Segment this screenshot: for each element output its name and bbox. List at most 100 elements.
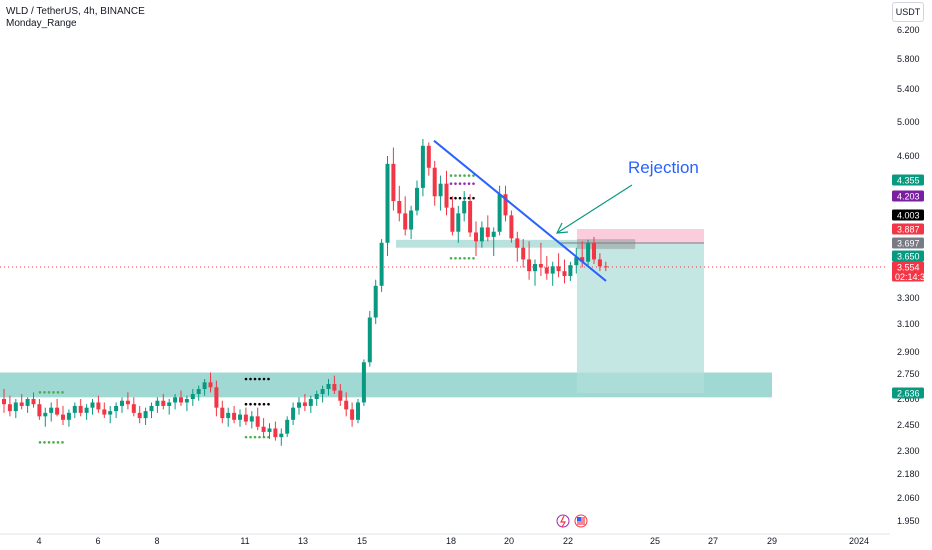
annotation-arrow-head [555, 222, 569, 234]
range-dot [267, 377, 270, 381]
candle [155, 400, 160, 406]
range-dot [449, 196, 453, 200]
candle [485, 227, 490, 237]
candle [190, 394, 195, 399]
x-tick-label: 25 [650, 536, 660, 546]
y-tick-label: 3.300 [897, 293, 920, 303]
y-tick-label: 5.400 [897, 84, 920, 94]
range-dot [258, 435, 261, 439]
range-dot [47, 391, 51, 394]
range-dot [472, 196, 475, 200]
range-dot [458, 256, 462, 260]
candle [31, 399, 36, 405]
y-tick-label: 2.600 [897, 394, 920, 404]
candle [603, 266, 608, 268]
price-tag [892, 174, 924, 186]
range-dot [258, 402, 261, 406]
candle [202, 382, 207, 389]
candle [161, 400, 166, 406]
range-dot [458, 196, 462, 200]
price-tag [892, 387, 924, 399]
annotation-rejection[interactable]: Rejection [628, 158, 699, 177]
candle [468, 201, 473, 233]
candle [66, 412, 71, 420]
y-tick-label: 2.750 [897, 369, 920, 379]
candle [108, 411, 113, 415]
x-tick-label: 11 [240, 536, 249, 546]
range-dot [249, 435, 252, 439]
candle [444, 183, 449, 208]
candle [261, 426, 266, 432]
candle [149, 405, 154, 412]
candle [597, 259, 602, 267]
price-tag-label: 4.003 [897, 211, 920, 221]
price-tag [892, 190, 924, 202]
range-dot [47, 441, 51, 444]
x-tick-label: 20 [504, 536, 514, 546]
y-tick-label: 1.950 [897, 516, 920, 526]
range-dot [267, 402, 270, 406]
range-dot [52, 391, 55, 394]
price-tag [892, 261, 924, 282]
price-tag-countdown: 02:14:31 [895, 272, 930, 282]
range-dot [43, 441, 46, 444]
candle [49, 407, 54, 413]
candle [550, 266, 555, 274]
candle [533, 264, 537, 272]
candle [72, 405, 77, 413]
range-dot [43, 391, 46, 394]
candle [25, 399, 30, 406]
range-dot [61, 391, 64, 394]
y-tick-label: 2.900 [897, 347, 920, 357]
candle [297, 402, 301, 408]
x-tick-label: 4 [36, 536, 41, 546]
price-tag-label: 4.203 [897, 192, 920, 202]
candle [102, 409, 107, 415]
candle [208, 382, 213, 388]
candle [503, 194, 508, 216]
x-tick-label: 13 [298, 536, 308, 546]
candle [84, 407, 89, 413]
range-dot [244, 402, 248, 406]
range-dot [463, 174, 466, 177]
price-tag [892, 209, 924, 221]
candle [379, 242, 384, 286]
candle [226, 412, 231, 419]
candle [249, 416, 254, 422]
candle [120, 400, 124, 406]
x-tick-label: 15 [357, 536, 367, 546]
candle [415, 187, 419, 211]
candle [184, 399, 189, 403]
flash-event-icon[interactable] [556, 514, 570, 528]
range-dot [454, 182, 457, 185]
annotation-arrow[interactable] [556, 184, 633, 234]
candle [131, 404, 136, 413]
x-tick-label: 2024 [849, 536, 869, 546]
candle [125, 400, 130, 405]
currency-selector[interactable]: USDT [892, 2, 924, 22]
candle [179, 397, 183, 403]
position-target-zone [577, 243, 704, 393]
candle [196, 389, 201, 394]
range-dot [449, 182, 453, 185]
candle [438, 183, 443, 197]
position-label-bar [577, 239, 635, 250]
candle [373, 285, 378, 318]
range-dot [56, 441, 60, 444]
candle [267, 428, 272, 432]
candle [426, 145, 431, 168]
symbol-title[interactable]: WLD / TetherUS, 4h, BINANCE [6, 6, 145, 17]
indicator-label[interactable]: Monday_Range [6, 18, 77, 29]
candle [326, 384, 331, 389]
candle [521, 247, 526, 260]
trendline[interactable] [433, 139, 607, 282]
candle [356, 402, 360, 420]
candle [279, 433, 284, 438]
candle [344, 400, 349, 410]
x-tick-label: 18 [446, 536, 456, 546]
candle [403, 213, 408, 230]
y-tick-label: 5.000 [897, 117, 920, 127]
range-dot [463, 182, 466, 185]
range-dot [458, 174, 462, 177]
